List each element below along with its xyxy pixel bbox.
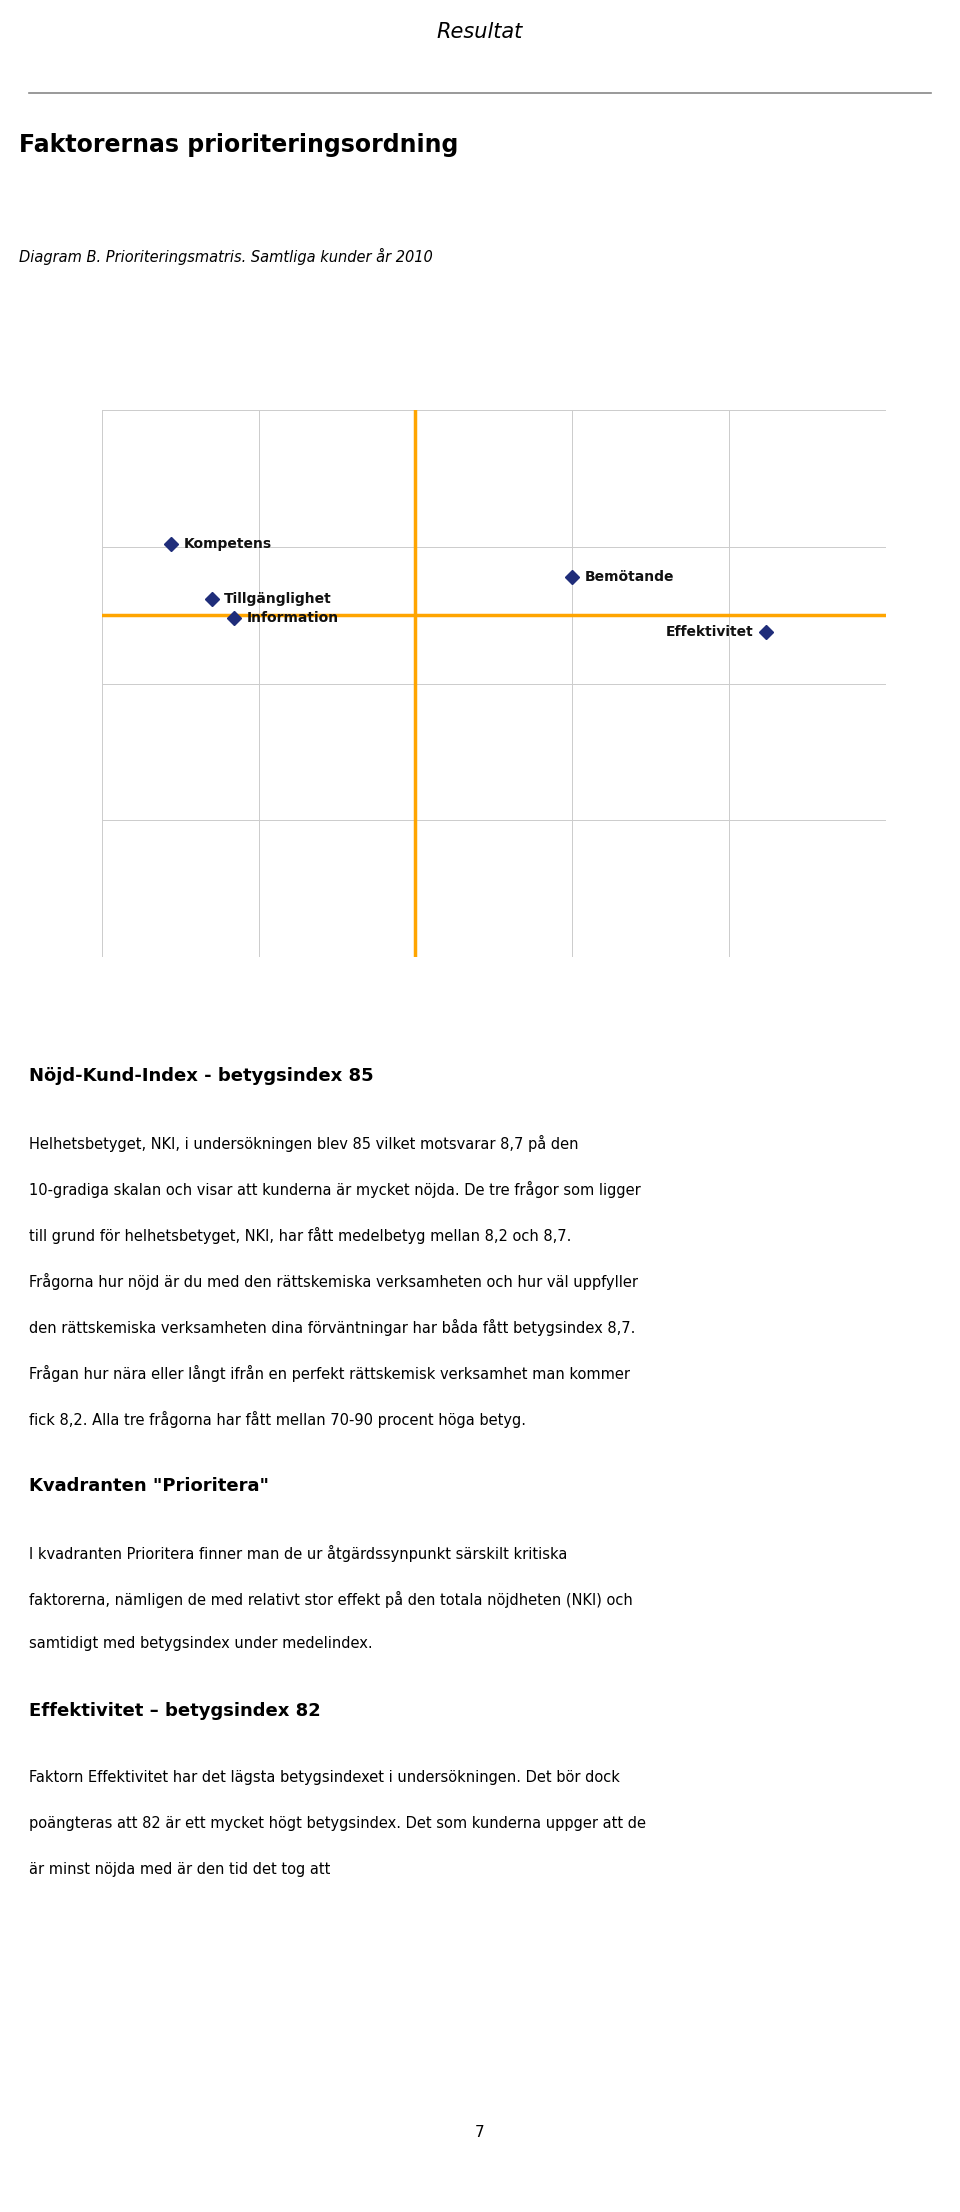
Text: är minst nöjda med är den tid det tog att: är minst nöjda med är den tid det tog at…: [29, 1863, 330, 1878]
Text: Tillgänglighet: Tillgänglighet: [225, 593, 332, 606]
Text: 100: 100: [62, 403, 93, 418]
Text: 0,0: 0,0: [89, 978, 115, 993]
Text: Kompetens: Kompetens: [183, 538, 272, 551]
Text: Frågorna hur nöjd är du med den rättskemiska verksamheten och hur väl uppfyller: Frågorna hur nöjd är du med den rättskem…: [29, 1272, 637, 1290]
Text: 80: 80: [72, 677, 93, 690]
Text: Effektmått: Effektmått: [830, 1004, 931, 1022]
Text: Resultat: Resultat: [437, 22, 523, 42]
Text: Bevara: Bevara: [118, 418, 176, 431]
Text: Kvadranten "Prioritera": Kvadranten "Prioritera": [29, 1478, 269, 1495]
Text: faktorerna, nämligen de med relativt stor effekt på den totala nöjdheten (NKI) o: faktorerna, nämligen de med relativt sto…: [29, 1590, 633, 1608]
Text: 70: 70: [73, 812, 93, 827]
Text: 2,5: 2,5: [873, 978, 899, 993]
Text: fick 8,2. Alla tre frågorna har fått mellan 70-90 procent höga betyg.: fick 8,2. Alla tre frågorna har fått mel…: [29, 1411, 526, 1429]
Text: Förbättra
om möjligt: Förbättra om möjligt: [781, 418, 870, 449]
Text: Prioritera: Prioritera: [790, 896, 870, 909]
Text: till grund för helhetsbetyget, NKI, har fått medelbetyg mellan 8,2 och 8,7.: till grund för helhetsbetyget, NKI, har …: [29, 1228, 571, 1243]
Text: Helhetsbetyget, NKI, i undersökningen blev 85 vilket motsvarar 8,7 på den: Helhetsbetyget, NKI, i undersökningen bl…: [29, 1135, 578, 1152]
Text: Lägre
prioritet: Lägre prioritet: [118, 896, 187, 927]
Text: 1,5: 1,5: [559, 978, 586, 993]
Text: Effektivitet: Effektivitet: [666, 624, 754, 639]
Text: Betygsindex: Betygsindex: [37, 332, 154, 349]
Text: 1,0: 1,0: [402, 978, 428, 993]
Text: Effektivitet – betygsindex 82: Effektivitet – betygsindex 82: [29, 1703, 321, 1721]
Text: samtidigt med betygsindex under medelindex.: samtidigt med betygsindex under medelind…: [29, 1637, 372, 1652]
Text: 7: 7: [475, 2126, 485, 2141]
Text: Nöjd-Kund-Index - betygsindex 85: Nöjd-Kund-Index - betygsindex 85: [29, 1066, 373, 1086]
Text: Bemötande: Bemötande: [585, 571, 674, 584]
Text: poängteras att 82 är ett mycket högt betygsindex. Det som kunderna uppger att de: poängteras att 82 är ett mycket högt bet…: [29, 1816, 646, 1832]
Text: 2,0: 2,0: [716, 978, 742, 993]
Text: 90: 90: [73, 540, 93, 555]
Text: Faktorn Effektivitet har det lägsta betygsindexet i undersökningen. Det bör dock: Faktorn Effektivitet har det lägsta bety…: [29, 1770, 619, 1785]
Text: den rättskemiska verksamheten dina förväntningar har båda fått betygsindex 8,7.: den rättskemiska verksamheten dina förvä…: [29, 1318, 636, 1336]
Text: I kvadranten Prioritera finner man de ur åtgärdssynpunkt särskilt kritiska: I kvadranten Prioritera finner man de ur…: [29, 1544, 567, 1562]
Text: Faktorernas prioriteringsordning: Faktorernas prioriteringsordning: [19, 133, 459, 157]
Text: Information: Information: [247, 611, 339, 626]
Text: 0,5: 0,5: [246, 978, 272, 993]
Text: 10-gradiga skalan och visar att kunderna är mycket nöjda. De tre frågor som ligg: 10-gradiga skalan och visar att kunderna…: [29, 1181, 640, 1199]
Text: Diagram B. Prioriteringsmatris. Samtliga kunder år 2010: Diagram B. Prioriteringsmatris. Samtliga…: [19, 248, 433, 265]
Text: Frågan hur nära eller långt ifrån en perfekt rättskemisk verksamhet man kommer: Frågan hur nära eller långt ifrån en per…: [29, 1365, 630, 1382]
Text: 60: 60: [73, 949, 93, 964]
